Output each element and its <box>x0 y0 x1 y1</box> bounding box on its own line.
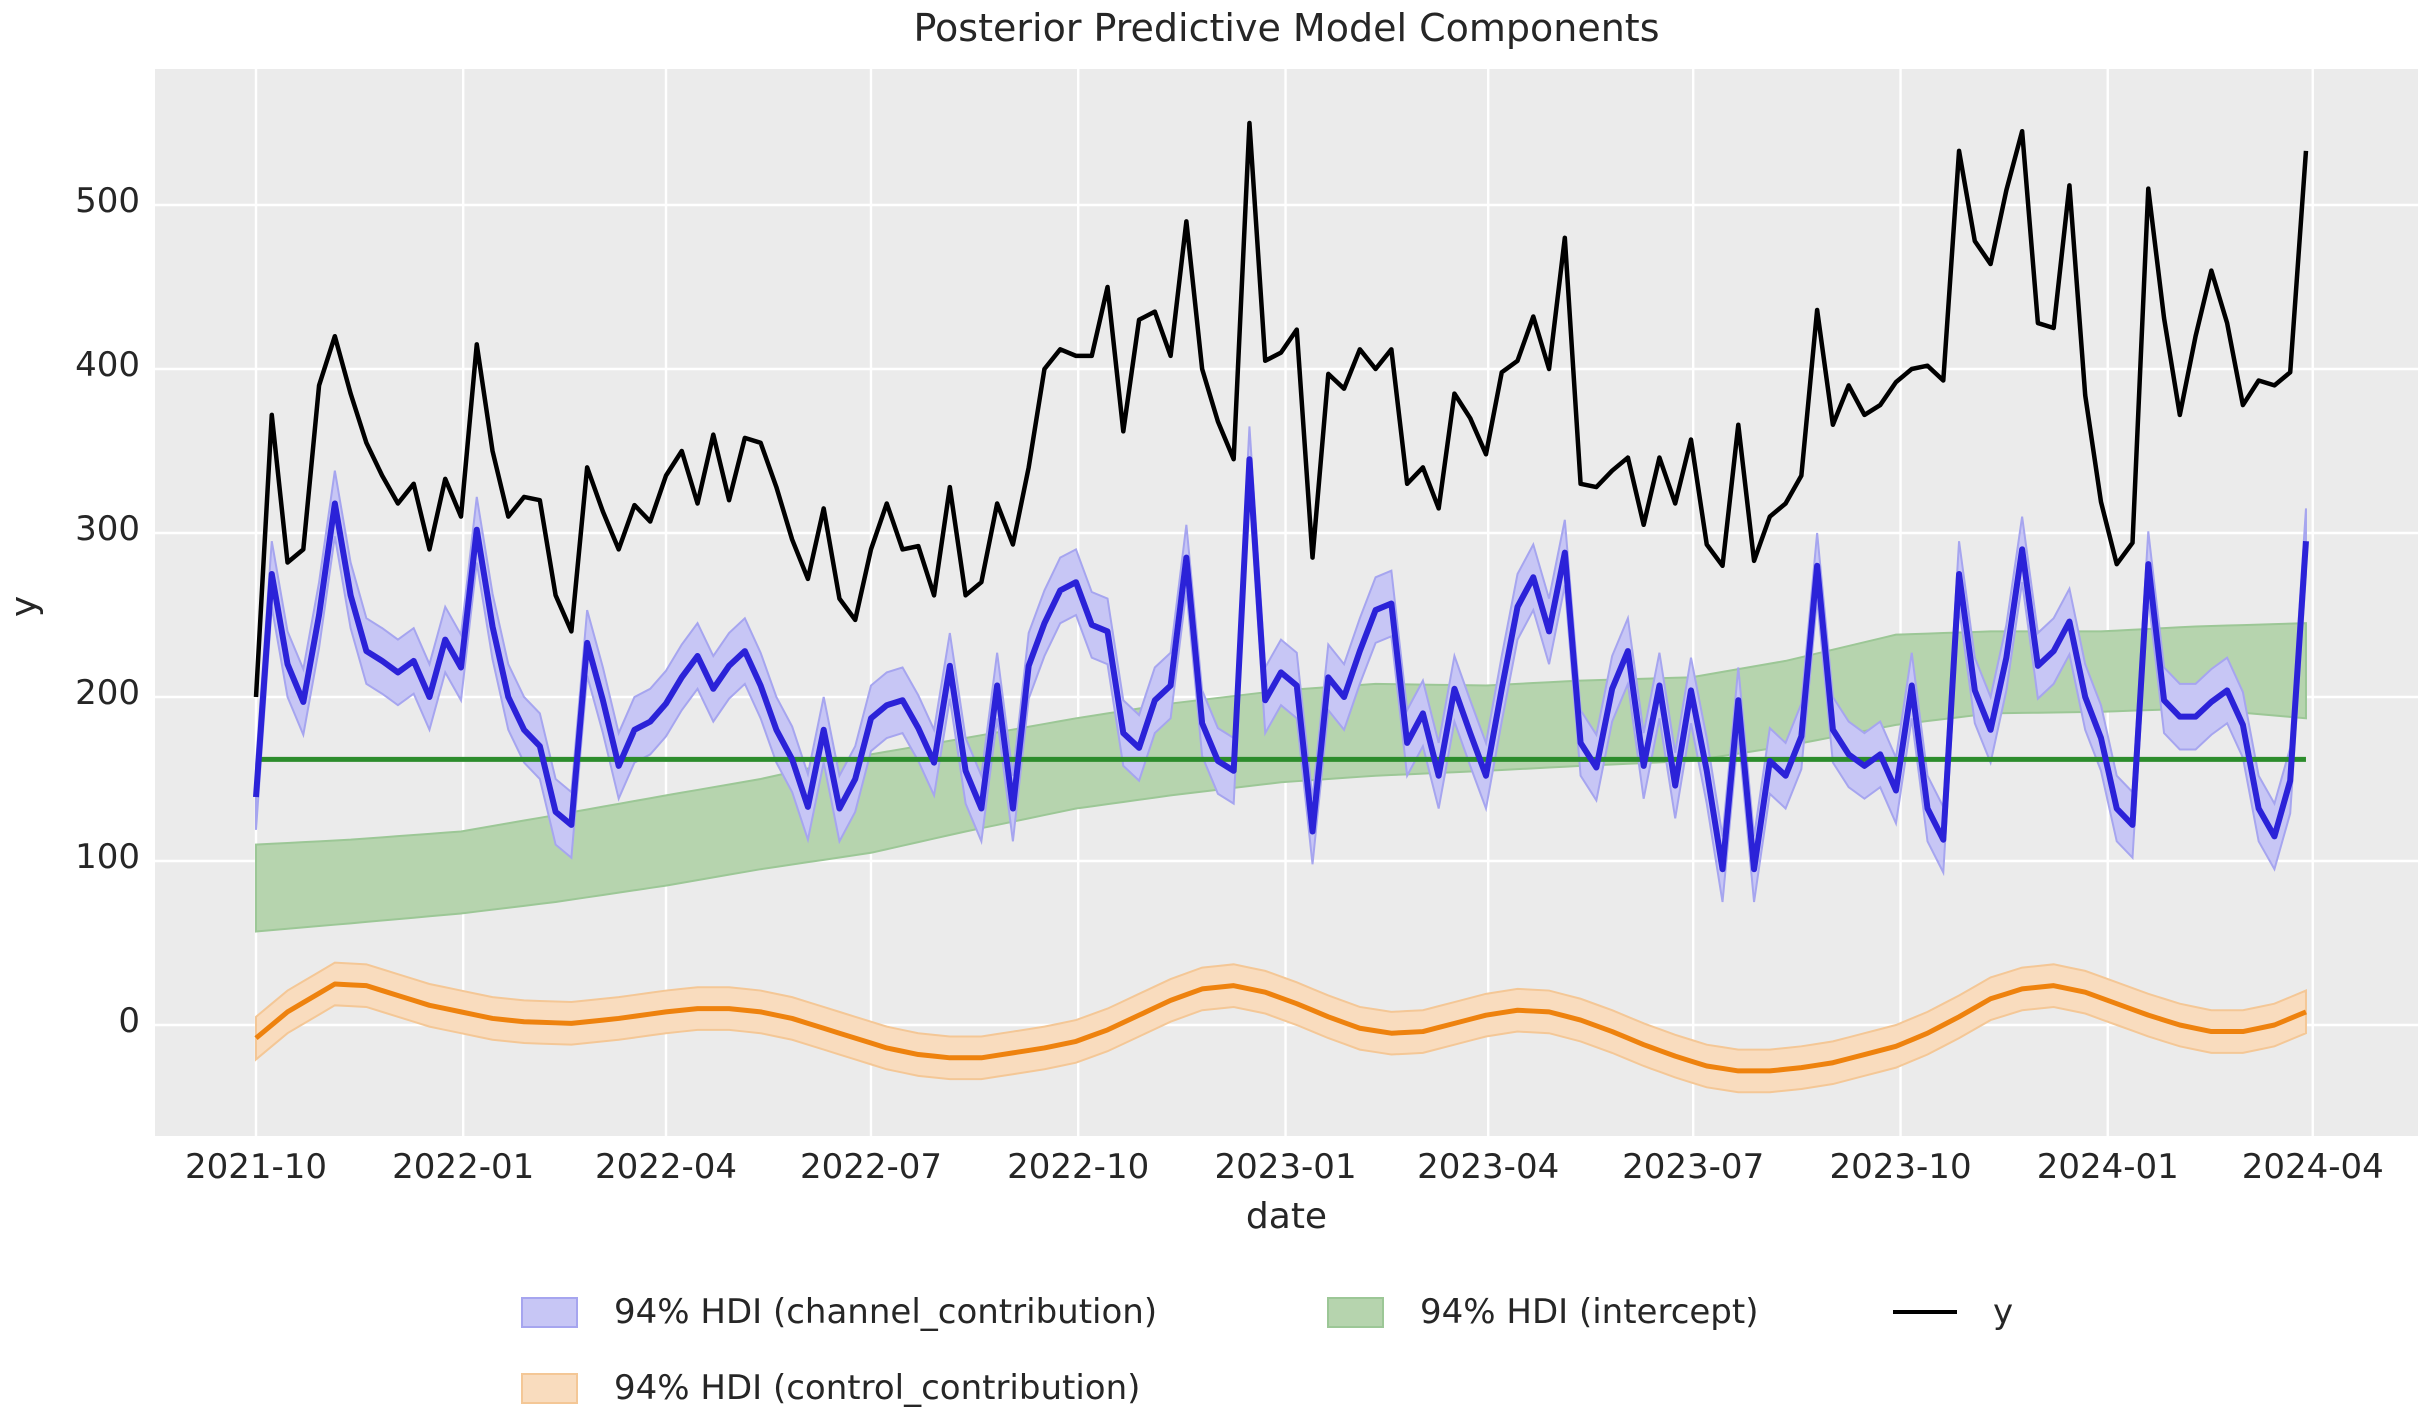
x-tick-label: 2022-07 <box>799 1147 943 1187</box>
intercept-hdi-swatch <box>1327 1296 1384 1328</box>
x-tick-label: 2023-04 <box>1417 1147 1560 1187</box>
control-hdi-band <box>255 961 2307 1094</box>
y-observed-line <box>253 120 2309 698</box>
y-tick-label: 400 <box>75 345 140 385</box>
control-hdi-swatch <box>521 1372 578 1404</box>
legend-item-intercept: 94% HDI (intercept) <box>1327 1292 1759 1332</box>
x-tick-label: 2022-04 <box>594 1147 738 1187</box>
chart-title: Posterior Predictive Model Components <box>913 6 1660 50</box>
legend-label-y: y <box>1993 1292 2014 1332</box>
legend-item-channel: 94% HDI (channel_contribution) <box>521 1292 1157 1332</box>
channel-hdi-band <box>255 426 2307 903</box>
y-line-swatch <box>1893 1310 1957 1314</box>
y-tick-label: 300 <box>75 509 140 549</box>
x-tick-label: 2022-10 <box>1007 1147 1150 1187</box>
legend-label-control: 94% HDI (control_contribution) <box>614 1368 1141 1408</box>
control-mean-line <box>254 981 2307 1074</box>
y-axis-label: y <box>3 595 45 618</box>
x-tick-label: 2023-10 <box>1829 1147 1972 1187</box>
legend-item-y: y <box>1893 1292 2013 1332</box>
legend-label-intercept: 94% HDI (intercept) <box>1420 1292 1759 1332</box>
y-tick-label: 500 <box>75 181 140 221</box>
x-axis-label: date <box>1245 1196 1328 1237</box>
channel-mean-line <box>253 456 2309 873</box>
y-tick-label: 0 <box>118 1001 140 1041</box>
x-tick-label: 2023-01 <box>1214 1147 1357 1187</box>
legend-label-channel: 94% HDI (channel_contribution) <box>614 1292 1158 1332</box>
x-tick-label: 2023-07 <box>1622 1147 1765 1187</box>
x-tick-label: 2022-01 <box>392 1147 535 1187</box>
y-tick-label: 100 <box>75 837 140 877</box>
y-tick-label: 200 <box>75 673 140 713</box>
x-tick-label: 2024-01 <box>2036 1147 2179 1187</box>
legend-item-control: 94% HDI (control_contribution) <box>521 1368 1140 1408</box>
x-tick-label: 2024-04 <box>2241 1147 2384 1187</box>
channel-hdi-swatch <box>521 1296 578 1328</box>
x-tick-label: 2021-10 <box>184 1147 328 1187</box>
